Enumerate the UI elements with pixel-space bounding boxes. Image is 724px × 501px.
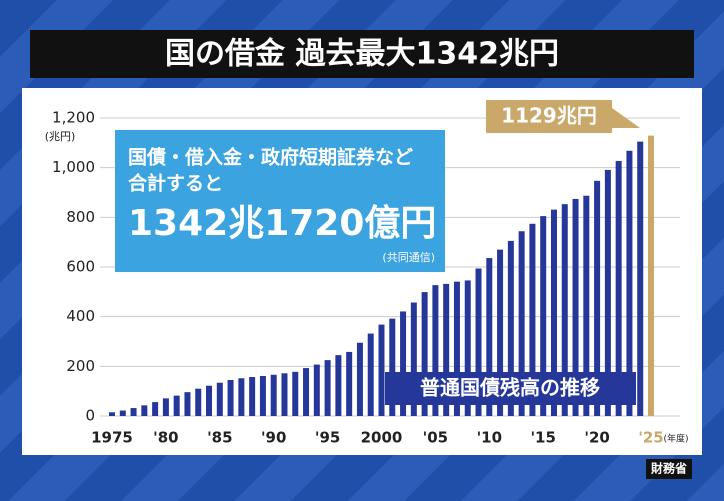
- bar: [432, 285, 439, 416]
- bar: [184, 392, 191, 416]
- bar: [270, 374, 277, 416]
- title-bar: [30, 30, 694, 78]
- x-tick-label: '90: [261, 429, 286, 447]
- source-box: [646, 459, 692, 479]
- y-tick-label: 0: [85, 407, 95, 425]
- annotation-arrow: [612, 108, 640, 128]
- bar: [475, 268, 482, 416]
- bar: [119, 410, 126, 416]
- bar: [561, 204, 568, 416]
- annotation-box: [486, 100, 612, 133]
- caption-box: [385, 372, 636, 405]
- bar: [152, 402, 159, 416]
- x-tick-label: '85: [207, 429, 232, 447]
- box-source: (共同通信): [382, 251, 435, 264]
- bar: [583, 195, 590, 416]
- x-tick-label: '25: [638, 429, 663, 447]
- bar: [162, 398, 169, 416]
- bar: [453, 281, 460, 416]
- bar: [303, 368, 310, 416]
- bar: [195, 388, 202, 416]
- y-tick-label: 1,000: [52, 158, 95, 176]
- bar: [464, 280, 471, 416]
- box-line: 合計すると: [128, 172, 223, 195]
- bar: [421, 292, 428, 416]
- bar: [259, 376, 266, 416]
- bar: [615, 160, 622, 416]
- bar: [346, 351, 353, 416]
- bar: [604, 169, 611, 416]
- bar: [529, 223, 536, 416]
- bar: [637, 141, 644, 416]
- bar: [626, 150, 633, 416]
- bar: [324, 360, 331, 416]
- x-tick-label: '15: [530, 429, 555, 447]
- box-line: 国債・借入金・政府短期証券など: [128, 146, 413, 169]
- bar: [367, 333, 374, 416]
- x-tick-label: '05: [423, 429, 448, 447]
- chart-title: 国の借金 過去最大1342兆円: [165, 37, 559, 72]
- bar: [249, 377, 256, 416]
- bar: [206, 385, 213, 416]
- bar: [550, 209, 557, 416]
- bar: [518, 231, 525, 416]
- bar: [313, 364, 320, 416]
- x-tick-label: '10: [477, 429, 502, 447]
- box-total: 1342兆1720億円: [128, 203, 436, 244]
- bar: [594, 180, 601, 416]
- bar: [109, 412, 115, 416]
- bar: [443, 283, 450, 416]
- caption: 普通国債残高の推移: [420, 376, 600, 400]
- x-axis-label: (年度): [663, 433, 688, 445]
- bar: [507, 240, 514, 416]
- y-tick-label: 200: [66, 357, 95, 375]
- x-tick-label: '20: [584, 429, 609, 447]
- y-tick-label: 1,200: [52, 109, 95, 127]
- bar: [141, 405, 148, 416]
- bar: [389, 318, 396, 416]
- y-axis-label: (兆円): [45, 130, 76, 143]
- y-tick-label: 400: [66, 307, 95, 325]
- x-tick-label: '95: [315, 429, 340, 447]
- bar: [130, 408, 137, 416]
- bar: [400, 311, 407, 416]
- y-tick-label: 800: [66, 208, 95, 226]
- bar: [497, 249, 504, 416]
- bar: [238, 378, 245, 416]
- x-tick-label: 1975: [91, 429, 133, 447]
- bar: [486, 258, 493, 416]
- info-box: [115, 130, 445, 272]
- bar: [216, 382, 223, 416]
- bar: [540, 216, 547, 416]
- bar: [281, 373, 288, 416]
- bar: [227, 379, 234, 416]
- bar: [648, 135, 654, 417]
- bar: [378, 324, 385, 416]
- bar: [572, 198, 579, 416]
- source: 財務省: [650, 461, 687, 476]
- x-tick-label: '80: [153, 429, 178, 447]
- bar: [335, 355, 342, 416]
- x-tick-label: 2000: [361, 429, 403, 447]
- bar: [356, 342, 363, 416]
- bar: [410, 302, 417, 416]
- annotation: 1129兆円: [501, 104, 597, 128]
- bar: [292, 371, 299, 416]
- y-tick-label: 600: [66, 258, 95, 276]
- bar: [173, 395, 180, 416]
